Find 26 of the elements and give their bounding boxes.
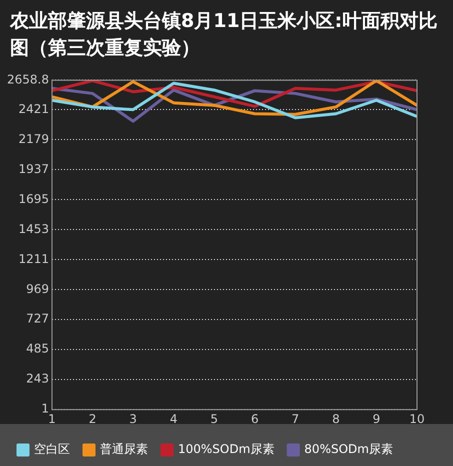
x-tick-label: 6 [250,412,259,426]
x-tick-label: 4 [170,412,178,426]
legend-label: 普通尿素 [100,442,148,456]
y-tick-label: 485 [26,342,49,356]
x-tick-label: 10 [409,412,425,426]
y-tick-label: 969 [26,282,49,296]
y-tick-label: 243 [26,372,49,386]
y-tick-label: 1453 [18,222,49,236]
x-tick-label: 5 [210,412,218,426]
chart-title: 农业部肇源县头台镇8月11日玉米小区:叶面积对比图（第三次重复实验） [8,9,438,61]
y-tick-label: 727 [26,312,49,326]
y-tick-label: 2658.8 [6,72,49,86]
y-tick-label: 1 [41,402,49,416]
legend-label: 80%SODm尿素 [304,442,393,456]
y-tick-label: 2421 [18,102,49,116]
legend-label: 100%SODm尿素 [178,442,274,456]
x-tick-label: 7 [292,412,300,426]
legend-label: 空白区 [34,442,70,456]
y-tick-label: 2179 [18,132,49,146]
x-tick-label: 3 [129,412,137,426]
y-tick-label: 1695 [18,192,49,206]
y-tick-label: 1211 [18,252,49,266]
x-tick-label: 9 [372,412,380,426]
x-tick-label: 2 [88,412,96,426]
y-tick-label: 1937 [18,162,49,176]
x-tick-label: 8 [332,412,340,426]
